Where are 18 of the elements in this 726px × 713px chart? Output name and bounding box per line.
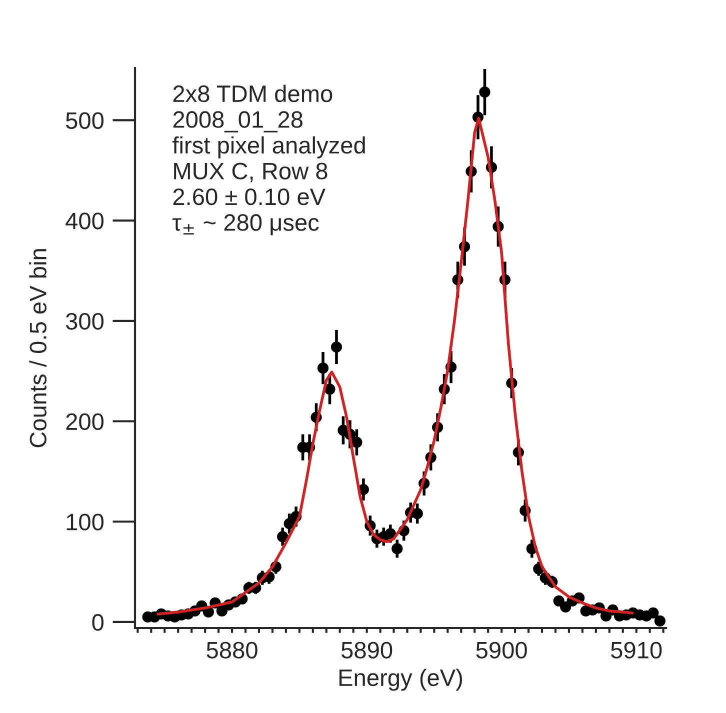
annotation: τ$_{±}$ ~ 280 μsec xyxy=(172,214,319,236)
x-tick-label: 5890 xyxy=(341,642,392,659)
annotation: 2.60 ± 0.10 eV xyxy=(173,188,326,206)
y-tick-label: 400 xyxy=(66,212,104,230)
x-tick-label: 5900 xyxy=(476,642,527,659)
y-tick-label: 100 xyxy=(66,514,104,530)
y-tick-label: 200 xyxy=(66,413,104,430)
x-axis-title: Energy (eV) xyxy=(339,668,462,691)
annotation: first pixel analyzed xyxy=(172,136,365,158)
annotation: 2x8 TDM demo xyxy=(173,84,332,102)
annotation: 2008_01_28 xyxy=(173,111,302,132)
y-tick-label: 0 xyxy=(92,614,104,631)
x-tick-label: 5910 xyxy=(611,642,662,659)
y-axis-title: Counts / 0.5 eV bin xyxy=(29,249,46,448)
y-tick-label: 500 xyxy=(66,112,104,129)
annotation: MUX C, Row 8 xyxy=(174,162,328,182)
x-tick-label: 5880 xyxy=(206,642,258,659)
y-tick-label: 300 xyxy=(66,312,104,330)
